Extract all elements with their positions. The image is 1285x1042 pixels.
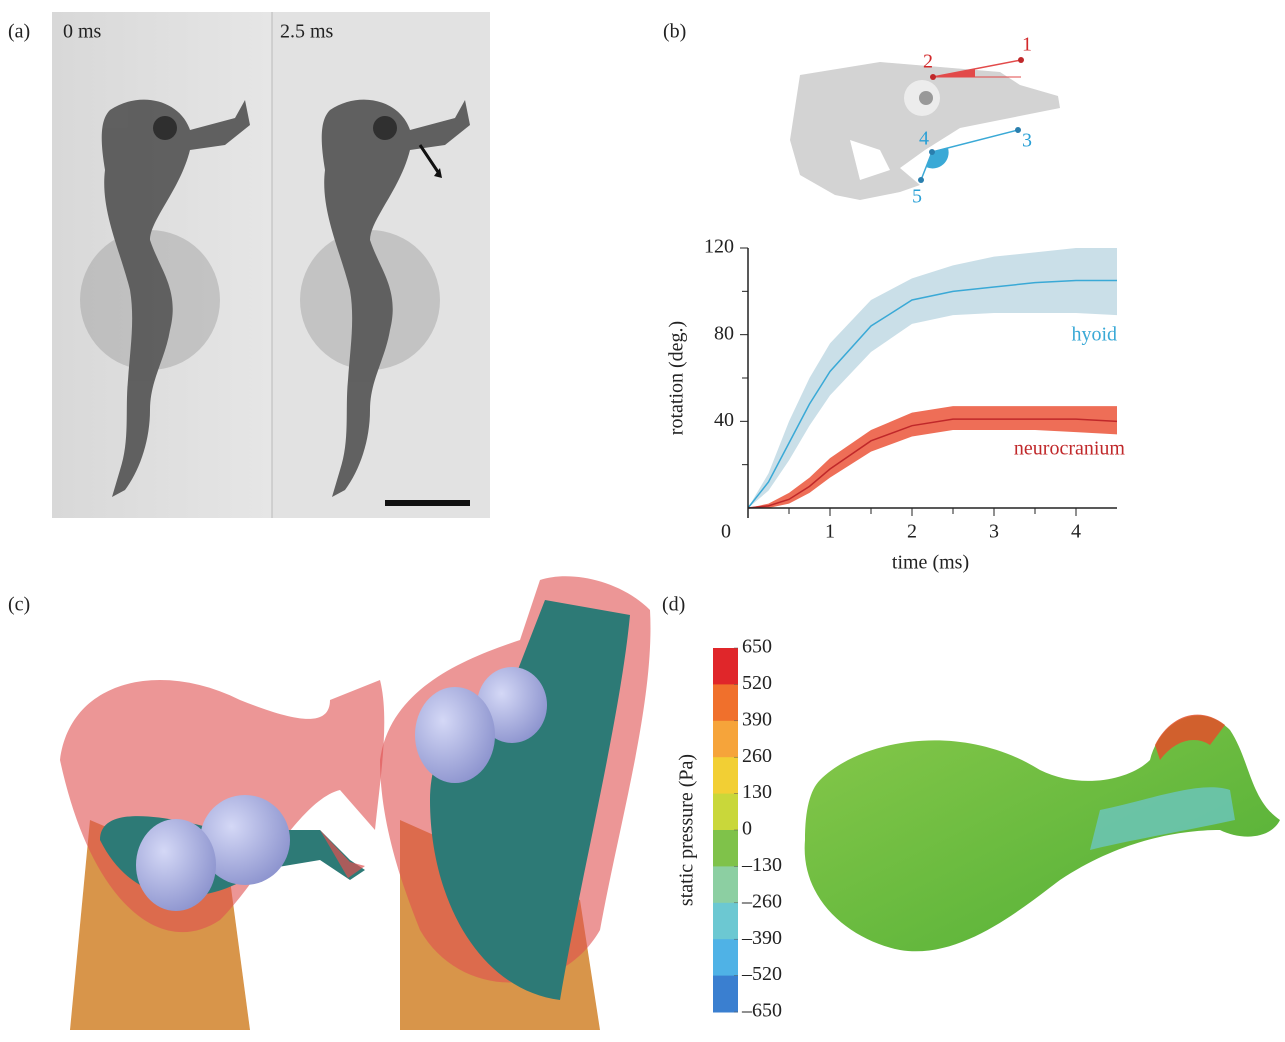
color-cell [713,976,738,1013]
series-label: hyoid [1071,324,1117,346]
colorbar: 650 520 390 260 130 0 –130 –260 –390 –520 –650 stat… [676,636,782,1022]
colorbar-tick-label: 520 [742,672,772,694]
x-tick-label: 0 [721,521,731,543]
color-cell [713,903,738,940]
photo-panel [52,12,490,518]
y-tick-label: 40 [714,409,734,431]
color-cell [713,794,738,831]
panel-label: (b) [663,21,686,43]
color-cell [713,757,738,794]
point-label: 2 [923,51,933,73]
colorbar-tick-label: 0 [742,818,752,840]
colorbar-tick-label: 130 [742,781,772,803]
colorbar-tick-label: –650 [741,1000,782,1022]
x-axis-label: time (ms) [892,552,969,574]
point-label: 5 [912,186,922,208]
point-label: 4 [919,128,929,150]
colorbar-tick-label: 260 [742,745,772,767]
render-3d [60,576,650,1030]
colorbar-tick-label: 650 [742,636,772,658]
colorbar-tick-label: –390 [741,927,782,949]
y-axis-label: rotation (deg.) [666,321,688,435]
point-label: 3 [1022,130,1032,152]
colorbar-label: static pressure (Pa) [676,754,698,906]
panel-label: (d) [662,594,685,616]
y-tick-label: 120 [704,236,734,258]
color-cell [713,866,738,903]
line-chart: 40 80 120 0 1 2 3 4 time (ms) rotation (deg.) hyoi… [666,236,1126,574]
color-cell [713,648,738,685]
series-label: neurocranium [1014,438,1126,460]
panel-label: (c) [8,594,30,616]
figure: (a) 0 ms 2.5 ms (b) 1 2 3 4 5 4080120012… [0,0,1285,1037]
y-tick-label: 80 [714,322,734,344]
color-cell [713,721,738,758]
x-tick-label: 2 [907,521,917,543]
colorbar-tick-label: –260 [741,890,782,912]
colorbar-tick-label: –130 [741,854,782,876]
color-cell [713,684,738,721]
x-tick-label: 1 [825,521,835,543]
error-band [748,248,1117,508]
pressure-render [805,715,1280,952]
color-cell [713,830,738,867]
panel-label: (a) [8,21,30,43]
color-cell [713,939,738,976]
point-label: 1 [1022,34,1032,56]
frame-label: 2.5 ms [280,21,334,43]
x-tick-label: 4 [1071,521,1081,543]
x-tick-label: 3 [989,521,999,543]
colorbar-tick-label: 390 [742,708,772,730]
frame-label: 0 ms [63,21,102,43]
colorbar-tick-label: –520 [741,963,782,985]
